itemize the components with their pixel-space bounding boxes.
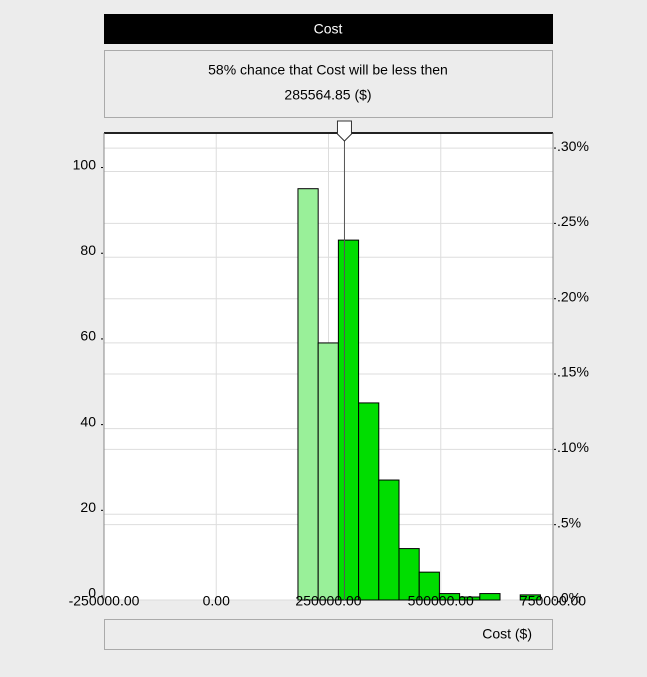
marker-handle (336, 120, 352, 142)
subtitle: 58% chance that Cost will be less then (208, 62, 448, 78)
y-tick-label: 100 (73, 156, 97, 172)
y-tick-label: 20 (80, 499, 96, 515)
y-tick-label: 60 (80, 328, 96, 344)
x-tick-label: 750000.00 (520, 593, 586, 609)
bar (378, 479, 400, 601)
bar (519, 594, 541, 601)
subtitle-box (104, 50, 553, 118)
y2-tick-label: .20% (557, 288, 589, 304)
bar (317, 342, 339, 601)
xlabel-box (104, 619, 553, 650)
bar (337, 239, 360, 601)
y2-tick-label: .5% (557, 514, 581, 530)
y2-tick-label: .15% (557, 364, 589, 380)
x-axis-label: Cost ($) (482, 626, 532, 642)
subtitle: 285564.85 ($) (284, 87, 371, 103)
chart-title: Cost (314, 21, 343, 37)
y-tick-label: 80 (80, 242, 96, 258)
y2-tick-label: .0% (557, 590, 581, 606)
y2-tick-label: .30% (557, 138, 589, 154)
bar (479, 593, 501, 601)
y-tick-label: 0 (88, 585, 96, 601)
y-tick-label: 40 (80, 413, 96, 429)
x-tick-label: 250000.00 (295, 593, 361, 609)
bar (418, 571, 440, 601)
bar (297, 188, 319, 601)
y2-tick-label: .25% (557, 213, 589, 229)
bar (358, 402, 380, 601)
y2-tick-label: .10% (557, 439, 589, 455)
x-tick-label: 0.00 (203, 593, 230, 609)
title-bar (104, 14, 553, 44)
x-tick-label: -250000.00 (69, 593, 140, 609)
x-tick-label: 500000.00 (408, 593, 474, 609)
